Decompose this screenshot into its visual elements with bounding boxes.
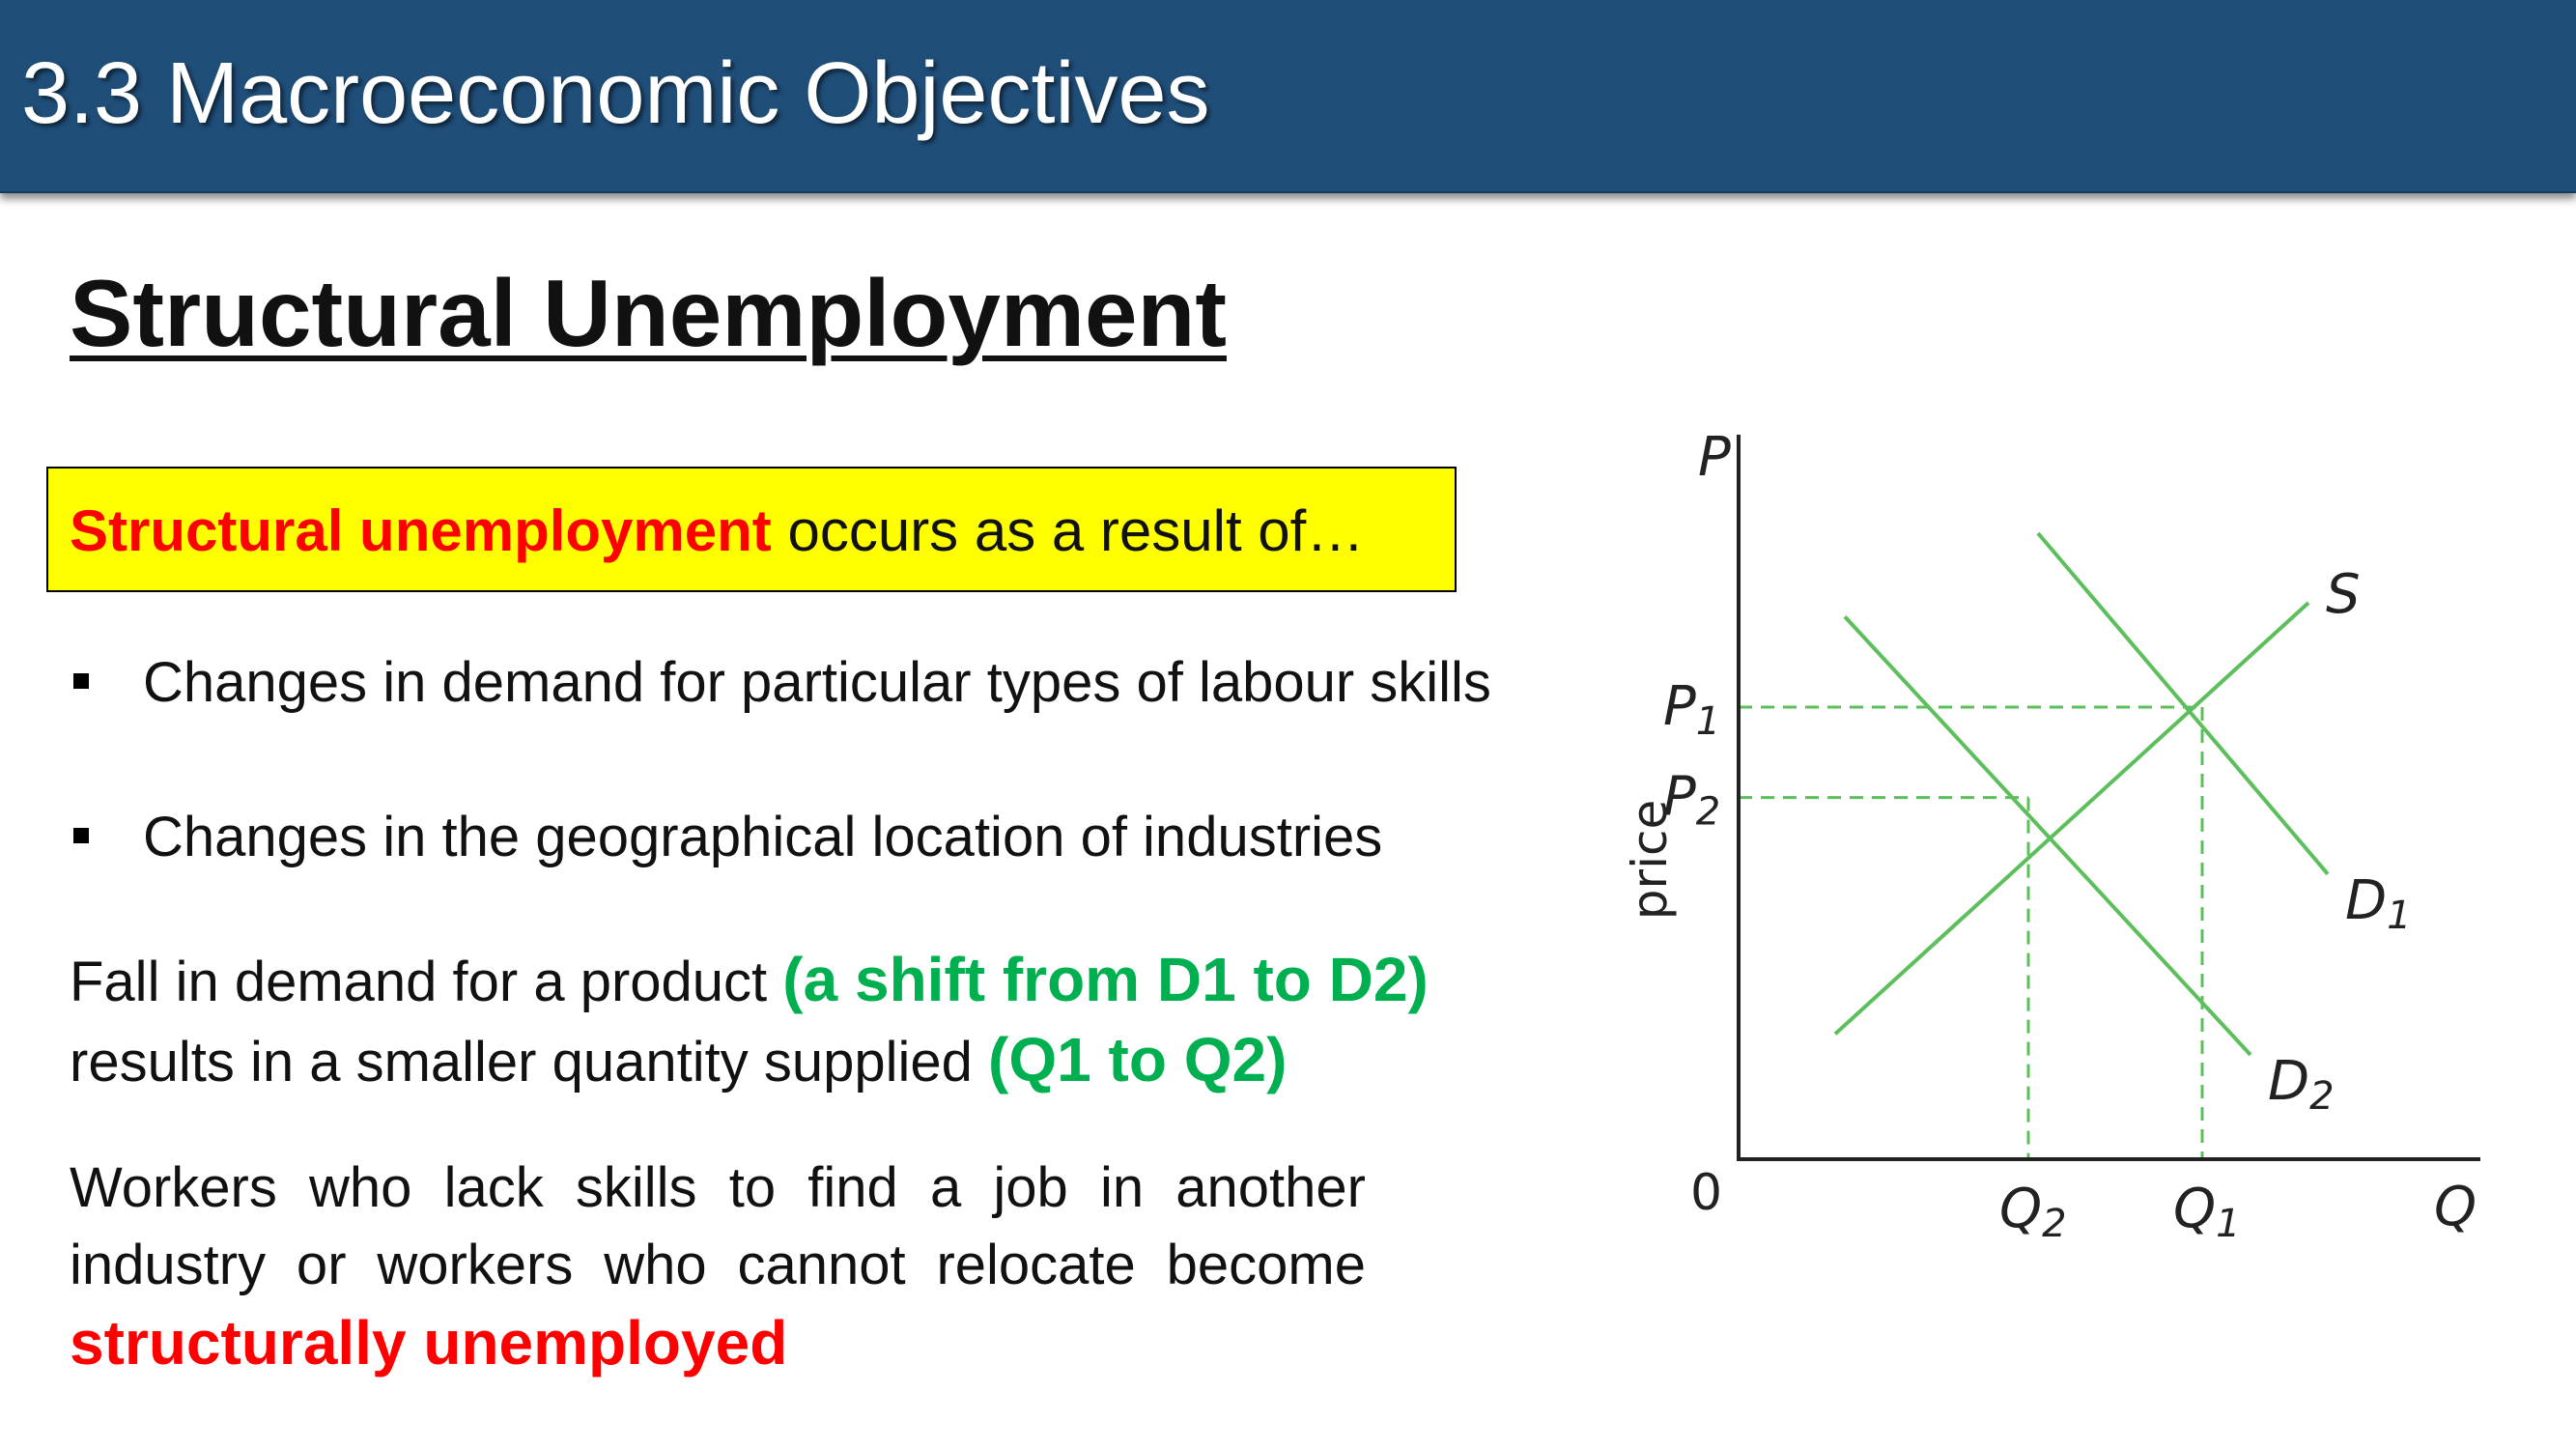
supply-demand-chart: P Q 0 price S D1 D2 P1 Q1 P2 Q2 [1622,426,2480,1246]
definition-rest: occurs as a result of… [771,498,1365,563]
paragraph-line: results in a smaller quantity supplied (… [70,1021,1429,1101]
chart-labels: S D1 D2 P1 Q1 P2 Q2 [1663,563,2412,1246]
tick-label-q2: Q2 [1999,1178,2067,1246]
highlight-quantity: (Q1 to Q2) [988,1025,1288,1094]
bullet-item: Changes in the geographical location of … [73,805,1382,869]
square-bullet-icon [73,827,89,843]
bullet-item: Changes in demand for particular types o… [73,650,1491,715]
tick-label-q1: Q1 [2173,1178,2241,1246]
title-bar: 3.3 Macroeconomic Objectives [0,0,2576,193]
slide-title: 3.3 Macroeconomic Objectives [21,45,1210,142]
bullet-text: Changes in the geographical location of … [143,806,1383,868]
y-axis-label: price [1622,800,1678,920]
series-label-d1: D1 [2345,869,2412,938]
y-axis-symbol: P [1698,426,1731,489]
section-heading: Structural Unemployment [70,260,1227,366]
series-label-d2: D2 [2268,1050,2335,1119]
curve-d1 [2036,531,2330,876]
tick-label-p2: P2 [1663,766,1720,835]
series-label-s: S [2326,563,2361,626]
definition-term: Structural unemployment [70,498,772,563]
paragraph-workers: Workers who lack skills to find a job in… [70,1150,1366,1384]
paragraph-demand-fall: Fall in demand for a product (a shift fr… [70,941,1429,1101]
plain-text: Fall in demand for a product [70,951,783,1013]
square-bullet-icon [73,672,89,689]
x-axis-symbol: Q [2434,1176,2477,1238]
structurally-unemployed-highlight: structurally unemployed [70,1308,788,1378]
workers-text: Workers who lack skills to find a job in… [70,1156,1366,1296]
tick-label-p1: P1 [1663,675,1720,744]
highlight-shift: (a shift from D1 to D2) [782,945,1429,1014]
curve-d2 [1843,615,2252,1057]
curves [1833,531,2330,1057]
origin-label: 0 [1690,1164,1722,1222]
guide-lines [1739,705,2204,1159]
definition-line: Structural unemployment occurs as a resu… [70,497,1364,564]
paragraph-line: Fall in demand for a product (a shift fr… [70,941,1429,1021]
bullet-text: Changes in demand for particular types o… [143,651,1491,714]
plain-text: results in a smaller quantity supplied [70,1031,989,1094]
definition-box: Structural unemployment occurs as a resu… [46,467,1457,592]
curve-s [1833,601,2310,1036]
